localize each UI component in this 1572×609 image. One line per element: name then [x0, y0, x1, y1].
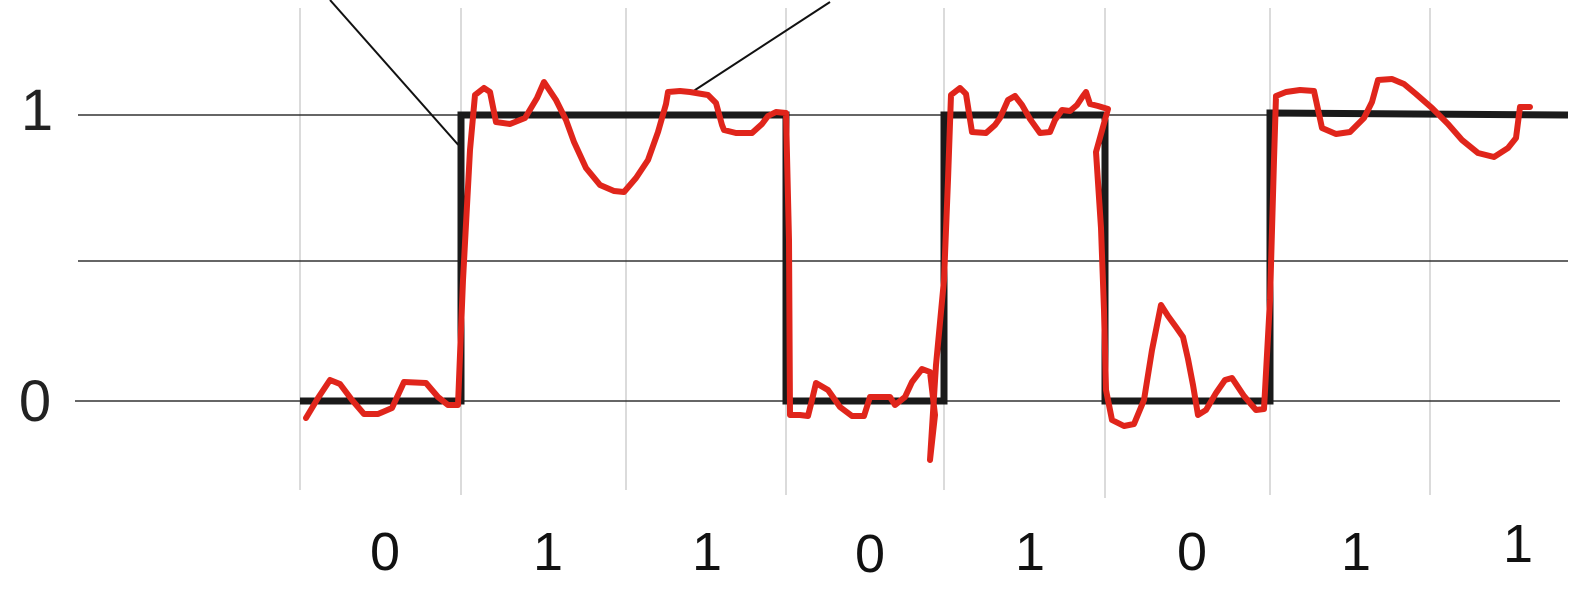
leader-lines — [329, 0, 831, 149]
noisy-signal-leader-line — [691, 1, 831, 93]
bit-grid — [299, 8, 1431, 498]
ideal-signal-leader-line — [329, 0, 462, 149]
level-one-label: 1 — [21, 78, 53, 143]
bit-label: 1 — [1015, 522, 1045, 582]
bit-labels: 0 1 1 0 1 0 1 1 — [370, 514, 1533, 584]
bit-label: 1 — [533, 522, 563, 582]
bit-label: 0 — [370, 522, 400, 582]
noisy-signal — [303, 76, 1533, 463]
bit-label: 0 — [855, 524, 885, 584]
bit-label: 1 — [692, 522, 722, 582]
bit-label: 1 — [1341, 522, 1371, 582]
bit-label: 1 — [1503, 514, 1533, 574]
level-lines — [75, 114, 1568, 402]
level-zero-label: 0 — [19, 369, 51, 434]
bit-label: 0 — [1177, 522, 1207, 582]
